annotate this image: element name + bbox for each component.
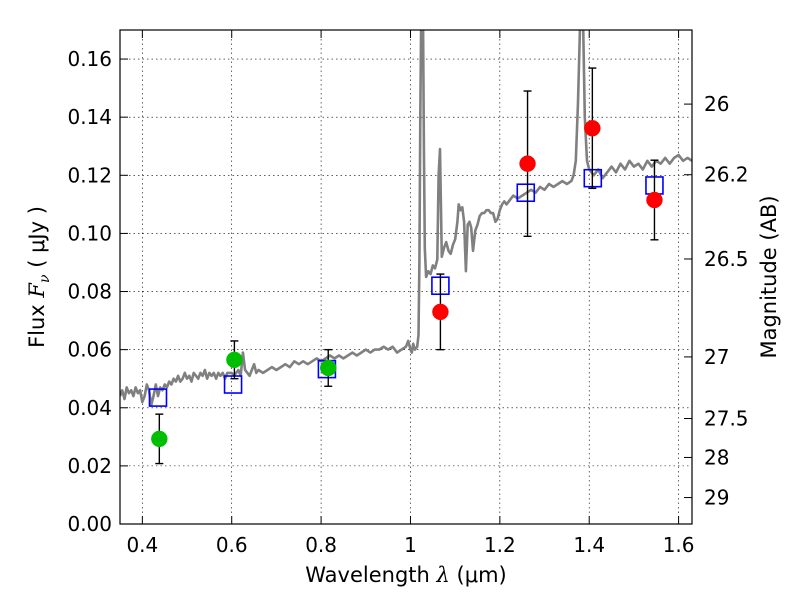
model-spectrum xyxy=(120,30,692,407)
axis-ticks: 0.4 0.6 0.8 1 1.2 1.4 1.6 0.00 0.02 0.04 0.06 0.08 0… xyxy=(67,30,749,557)
y-tick-label: 0.14 xyxy=(67,105,112,129)
model-flux-square xyxy=(223,375,243,394)
y-tick-label: 0.10 xyxy=(67,221,112,245)
observed-flux-point xyxy=(584,119,601,137)
y2-tick-label: 28 xyxy=(704,445,729,469)
y-tick-label: 0.06 xyxy=(67,338,112,362)
x-axis-unit: (μm) xyxy=(457,563,507,587)
x-axis-symbol: λ xyxy=(436,563,450,587)
y2-tick-label: 29 xyxy=(704,486,729,510)
observed-flux-point xyxy=(646,191,663,209)
spectrum-line xyxy=(120,30,692,407)
observed-flux-point xyxy=(432,303,449,321)
x-axis-label: Wavelength λ (μm) xyxy=(305,563,506,587)
x-tick-label: 0.8 xyxy=(305,533,337,557)
y-axis-unit: ( μJy ) xyxy=(25,206,49,268)
observed-flux-point xyxy=(319,359,337,377)
y-axis-symbol: F xyxy=(25,282,49,299)
observed-flux-point xyxy=(226,351,243,369)
plot-frame xyxy=(119,29,693,525)
observed-flux-point xyxy=(519,155,536,172)
grid xyxy=(120,30,692,525)
observed-flux-point xyxy=(151,430,168,448)
x-tick-label: 1.2 xyxy=(484,533,516,557)
y2-tick-label: 26.5 xyxy=(704,247,749,271)
y-tick-label: 0.12 xyxy=(67,163,112,187)
y2-tick-label: 26 xyxy=(704,92,729,116)
y-axis-subscript: ν xyxy=(37,274,53,283)
y2-tick-label: 27 xyxy=(704,345,729,369)
y-tick-label: 0.08 xyxy=(67,280,112,304)
photometry-points xyxy=(148,67,664,465)
y-axis-label: Flux Fν ( μJy ) xyxy=(25,206,53,348)
x-tick-label: 0.4 xyxy=(126,533,158,557)
x-tick-label: 1 xyxy=(404,533,417,557)
y2-tick-label: 27.5 xyxy=(704,407,749,431)
y-tick-label: 0.00 xyxy=(67,512,112,536)
secondary-y-axis-label: Magnitude (AB) xyxy=(757,195,781,358)
x-tick-label: 1.6 xyxy=(663,533,695,557)
y-tick-label: 0.16 xyxy=(67,47,112,71)
y-tick-label: 0.02 xyxy=(67,454,112,478)
y2-tick-label: 26.2 xyxy=(704,163,749,187)
x-tick-label: 0.6 xyxy=(216,533,248,557)
y-tick-label: 0.04 xyxy=(67,396,112,420)
model-flux-square xyxy=(148,388,168,407)
x-tick-label: 1.4 xyxy=(573,533,605,557)
model-flux-square xyxy=(516,183,536,203)
